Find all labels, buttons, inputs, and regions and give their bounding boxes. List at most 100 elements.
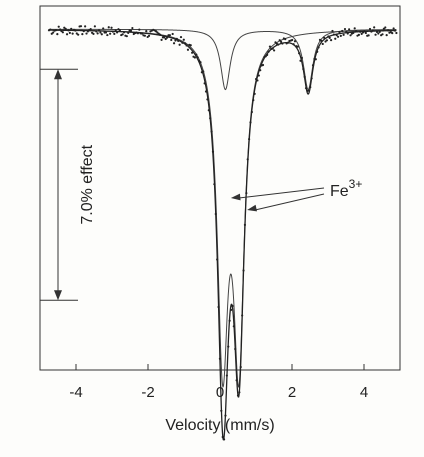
data-point xyxy=(129,29,133,32)
data-point xyxy=(221,435,224,439)
data-point xyxy=(246,158,249,161)
data-point xyxy=(189,44,192,47)
data-point xyxy=(257,74,260,77)
data-point xyxy=(68,31,71,34)
data-point xyxy=(202,70,205,73)
data-point xyxy=(385,34,388,37)
scale-bar-arrow-down xyxy=(54,290,62,301)
data-point xyxy=(232,325,235,328)
data-point xyxy=(348,28,351,31)
data-point xyxy=(84,25,87,28)
data-point xyxy=(196,56,199,59)
data-point xyxy=(114,29,117,32)
data-point xyxy=(363,30,366,33)
data-point xyxy=(186,48,190,51)
data-point xyxy=(170,38,173,42)
data-point xyxy=(115,31,119,34)
data-point xyxy=(113,32,116,35)
data-point xyxy=(227,345,230,348)
data-point xyxy=(97,29,101,32)
data-point xyxy=(338,31,341,34)
data-point xyxy=(235,379,238,382)
data-point xyxy=(259,69,262,72)
data-point xyxy=(211,150,215,153)
total-fit-curve xyxy=(49,29,397,441)
fe3-label: Fe3+ xyxy=(330,177,362,200)
data-point xyxy=(77,33,80,36)
data-point xyxy=(355,30,358,33)
data-point xyxy=(111,30,115,33)
data-point xyxy=(336,35,340,38)
data-point xyxy=(341,29,344,33)
data-point xyxy=(271,47,274,50)
data-point xyxy=(296,45,299,48)
data-point xyxy=(254,77,258,81)
data-point xyxy=(311,64,315,67)
data-point xyxy=(329,38,333,42)
data-point xyxy=(207,109,210,112)
data-point xyxy=(228,319,231,322)
data-point xyxy=(253,92,256,95)
data-point xyxy=(229,308,233,311)
data-point xyxy=(56,33,59,36)
data-point xyxy=(343,27,347,31)
data-point xyxy=(209,117,212,120)
data-point xyxy=(172,42,176,45)
data-point xyxy=(395,31,398,35)
data-point xyxy=(243,223,247,226)
fe3-arrow xyxy=(254,193,325,211)
data-point xyxy=(104,31,108,34)
x-tick-label: 0 xyxy=(216,384,224,401)
data-point xyxy=(367,34,370,37)
fe3-arrowhead xyxy=(247,204,257,212)
scale-bar-arrow-up xyxy=(54,69,62,80)
x-tick-label: 2 xyxy=(288,384,296,401)
data-point xyxy=(371,29,374,32)
data-point xyxy=(377,32,380,35)
data-point xyxy=(381,33,384,36)
data-point xyxy=(89,28,92,31)
fe3-arrowhead xyxy=(230,193,241,201)
data-point xyxy=(274,41,277,44)
data-point xyxy=(300,56,304,60)
data-point xyxy=(373,26,376,29)
data-point xyxy=(54,29,58,32)
data-point xyxy=(332,33,335,36)
data-point xyxy=(199,61,202,64)
data-point xyxy=(357,33,360,36)
data-point xyxy=(100,33,103,36)
data-point xyxy=(65,33,69,36)
data-point xyxy=(93,25,96,28)
effect-scale-bar xyxy=(40,68,78,301)
data-point xyxy=(345,30,348,33)
data-point xyxy=(342,33,345,36)
data-point xyxy=(79,25,83,28)
data-point xyxy=(307,89,310,92)
data-point xyxy=(346,32,349,35)
data-point xyxy=(184,42,187,45)
data-point xyxy=(206,98,209,101)
data-point xyxy=(245,191,248,195)
data-point xyxy=(82,30,85,33)
data-point xyxy=(216,258,219,261)
fitted-total-curve xyxy=(49,29,397,441)
data-point xyxy=(273,49,276,52)
data-point xyxy=(166,36,169,39)
data-point xyxy=(231,304,234,308)
data-point xyxy=(248,138,251,141)
data-point xyxy=(92,32,95,35)
data-point xyxy=(239,365,242,369)
data-point xyxy=(310,77,313,80)
data-point xyxy=(95,30,98,33)
data-point xyxy=(353,27,356,30)
data-point xyxy=(292,43,295,46)
data-point xyxy=(234,347,237,351)
data-point xyxy=(102,27,105,30)
data-point xyxy=(145,30,148,33)
data-point xyxy=(264,55,267,58)
data-point xyxy=(177,39,180,42)
data-point xyxy=(349,34,352,37)
data-point xyxy=(127,31,130,34)
data-point xyxy=(118,29,121,32)
